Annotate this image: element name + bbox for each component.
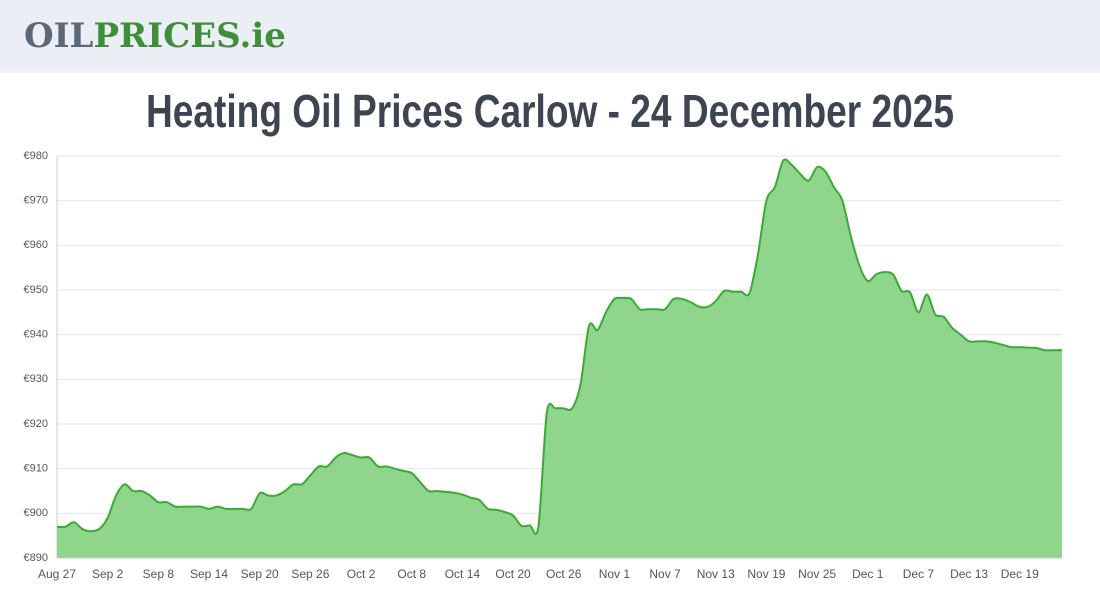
y-tick-label: €980 xyxy=(24,150,48,162)
chart-title: Heating Oil Prices Carlow - 24 December … xyxy=(146,85,954,137)
y-tick-label: €890 xyxy=(24,552,48,564)
y-tick-label: €950 xyxy=(24,284,48,296)
x-tick-label: Oct 8 xyxy=(397,567,426,581)
logo-dark: OIL xyxy=(24,16,94,56)
y-tick-label: €920 xyxy=(24,418,48,430)
x-tick-label: Dec 7 xyxy=(903,567,935,581)
x-tick-label: Oct 26 xyxy=(546,567,582,581)
x-tick-label: Nov 7 xyxy=(649,567,681,581)
x-tick-label: Oct 20 xyxy=(495,567,531,581)
x-tick-label: Dec 1 xyxy=(852,567,884,581)
x-tick-label: Sep 26 xyxy=(291,567,329,581)
x-tick-label: Nov 25 xyxy=(798,567,836,581)
logo[interactable]: OILPRICES.ie xyxy=(24,16,286,56)
x-tick-label: Oct 2 xyxy=(347,567,376,581)
y-tick-label: €900 xyxy=(24,507,48,519)
x-tick-label: Nov 19 xyxy=(747,567,785,581)
y-tick-label: €970 xyxy=(24,195,48,207)
x-tick-label: Sep 14 xyxy=(190,567,228,581)
x-tick-label: Nov 1 xyxy=(599,567,631,581)
x-tick-label: Sep 2 xyxy=(92,567,124,581)
y-tick-label: €960 xyxy=(24,239,48,251)
x-tick-label: Dec 13 xyxy=(950,567,988,581)
x-tick-label: Sep 8 xyxy=(143,567,175,581)
header-bar xyxy=(0,0,1100,70)
logo-green: PRICES.ie xyxy=(93,16,285,56)
x-tick-label: Aug 27 xyxy=(38,567,76,581)
x-tick-label: Nov 13 xyxy=(697,567,735,581)
y-tick-label: €930 xyxy=(24,373,48,385)
area xyxy=(57,159,1062,558)
x-tick-label: Dec 19 xyxy=(1001,567,1039,581)
line xyxy=(56,158,1062,535)
y-tick-label: €940 xyxy=(24,329,48,341)
header-shadow xyxy=(0,70,1100,73)
x-tick-label: Oct 14 xyxy=(445,567,481,581)
y-tick-label: €910 xyxy=(24,463,48,475)
x-tick-label: Sep 20 xyxy=(241,567,279,581)
